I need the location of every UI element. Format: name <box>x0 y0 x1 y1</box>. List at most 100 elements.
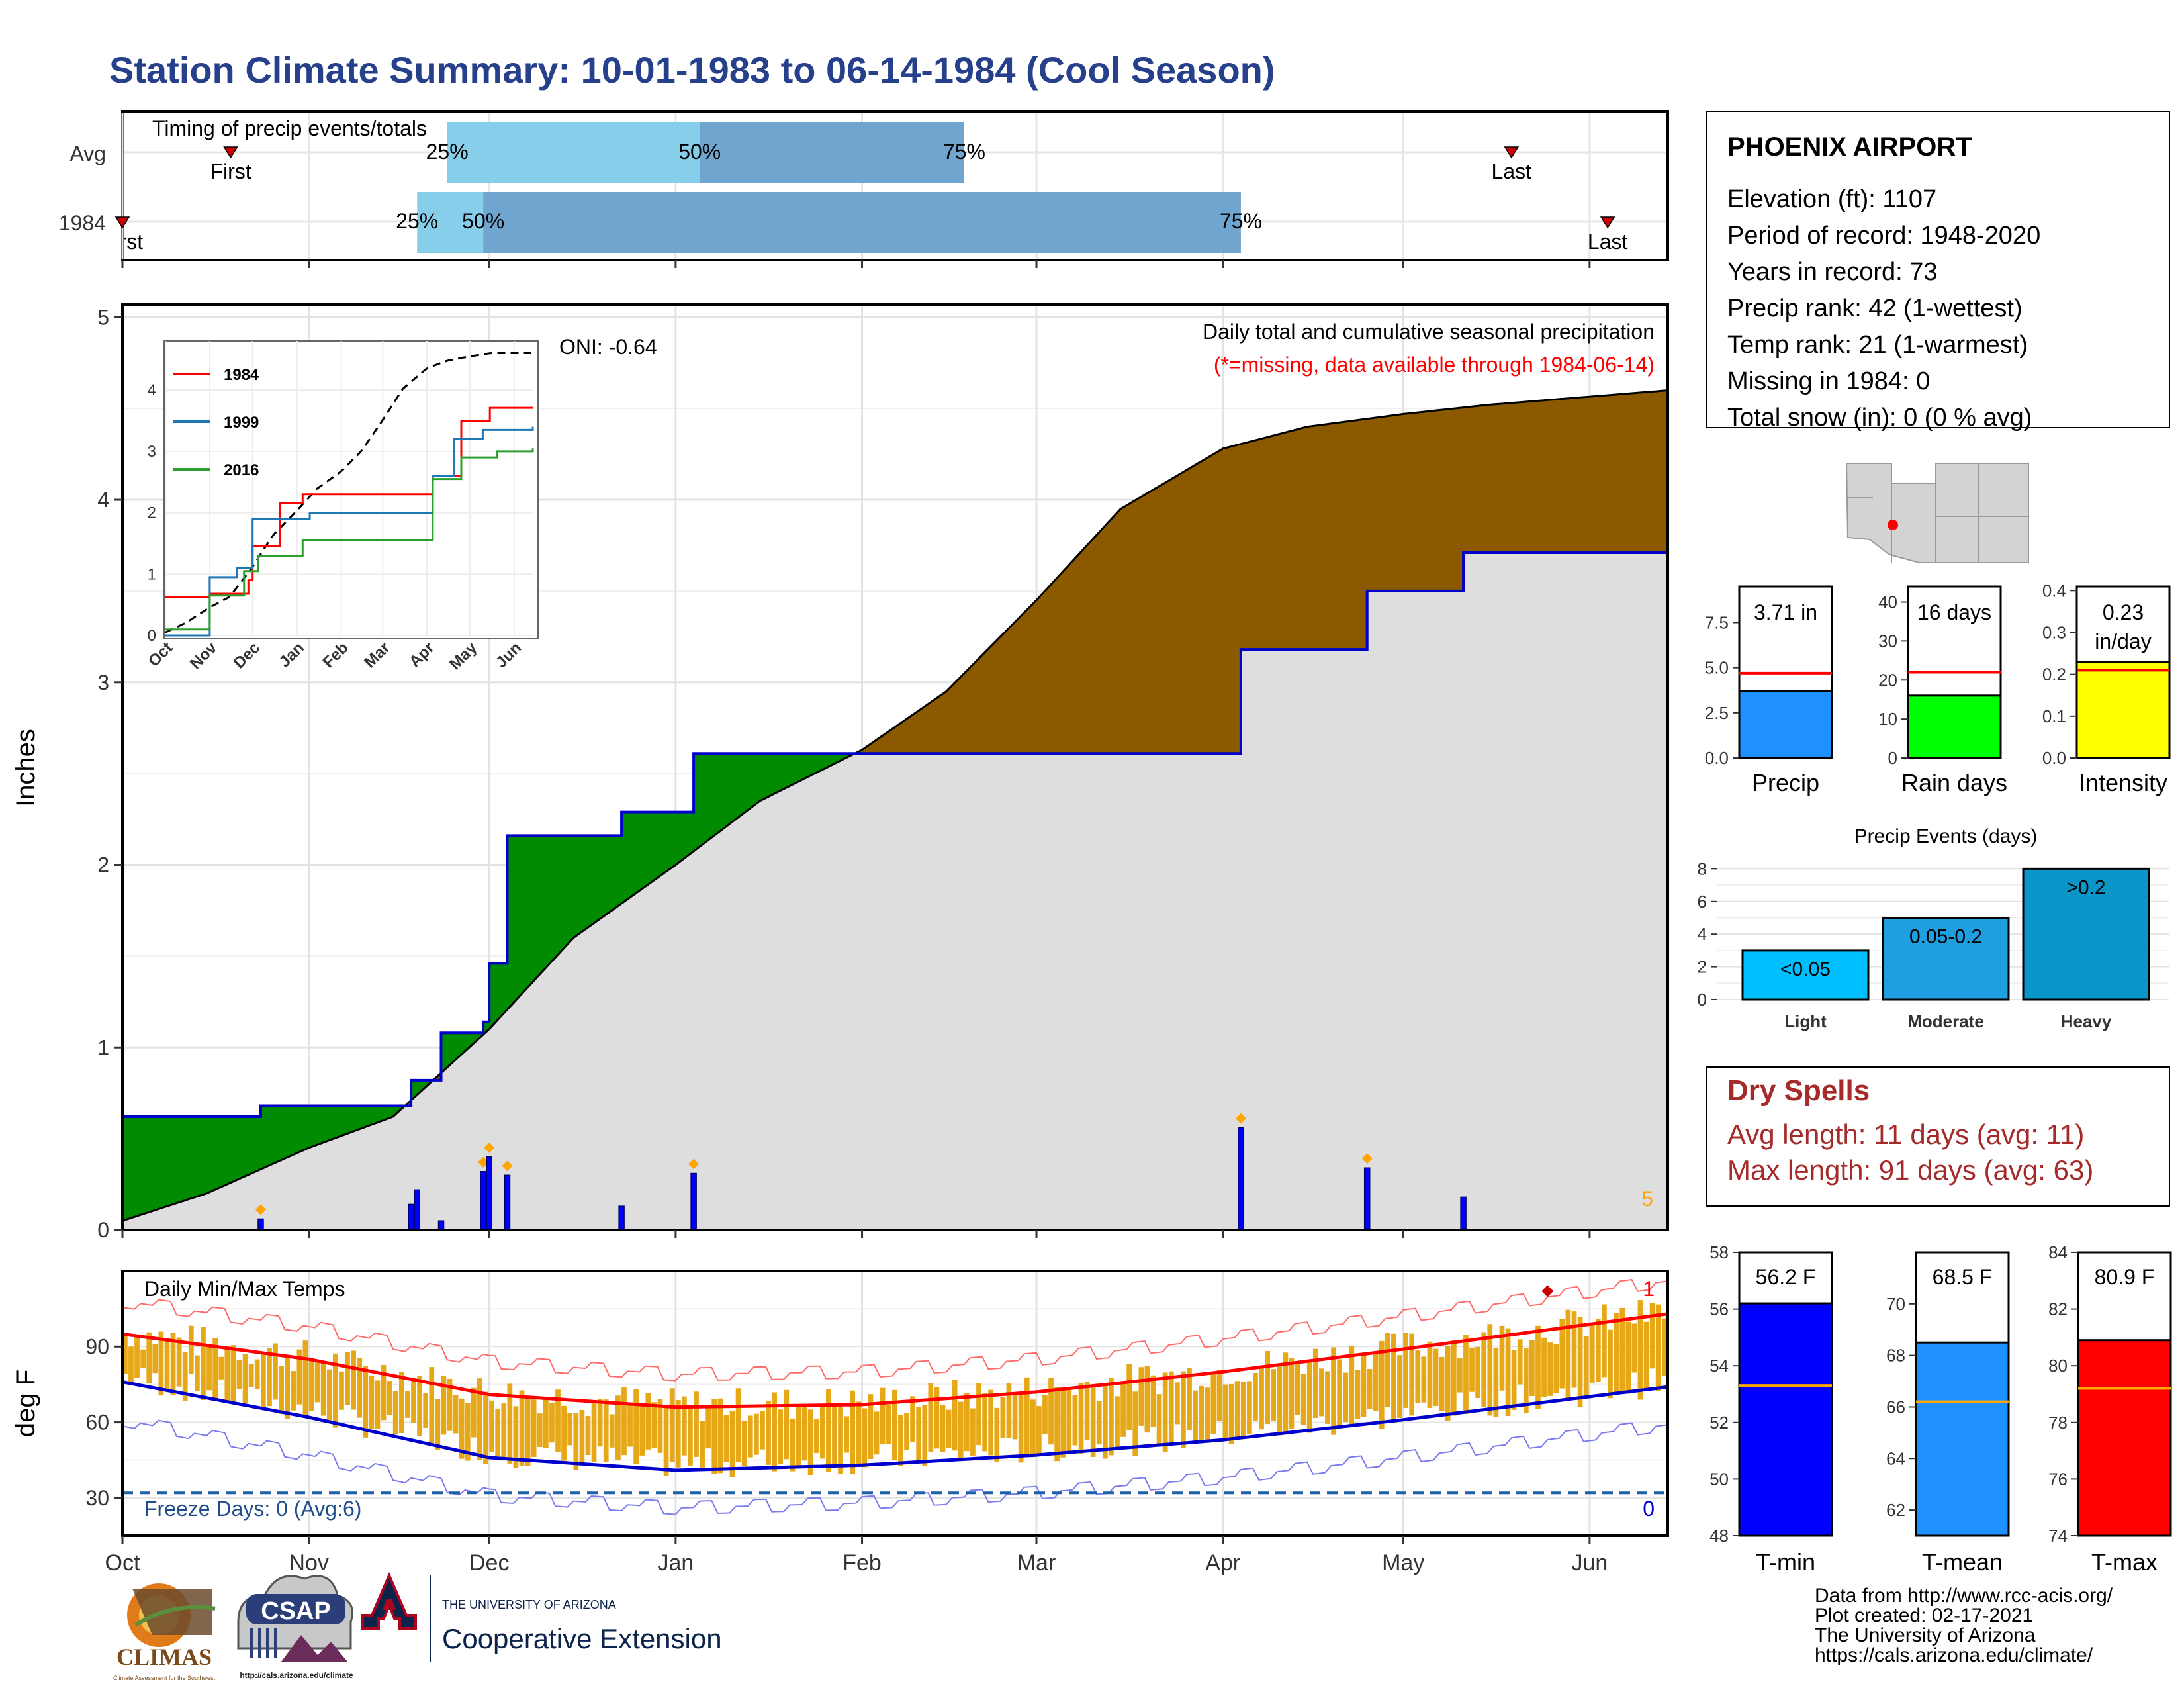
temp-summary-y-tick-label: 82 <box>2048 1299 2068 1319</box>
daily-temp-bar <box>856 1401 862 1466</box>
daily-temp-bar <box>1289 1357 1295 1429</box>
precip-events-chart: Precip Events (days) 0 2 4 6 8 <0.05 Light 0.05… <box>1698 825 2169 1031</box>
daily-precip-bar <box>504 1174 511 1230</box>
daily-temp-bar <box>1042 1395 1048 1434</box>
csap-logo-url: http://cals.arizona.edu/climate <box>240 1671 353 1680</box>
locator-map <box>1843 462 2029 563</box>
daily-temp-bar <box>994 1407 1000 1463</box>
temp-summary-y-tick-label: 62 <box>1886 1500 1905 1520</box>
daily-temp-bar <box>766 1400 771 1465</box>
temperature-summary-bars: 48 50 52 54 56 58 56.2 F T-min 62 64 66 68 70 68.5 F T… <box>1709 1243 2172 1575</box>
daily-temp-bar <box>694 1391 699 1457</box>
daily-precip-bar <box>690 1172 697 1230</box>
university-of-arizona-logo: THE UNIVERSITY OF ARIZONA Cooperative Ex… <box>361 1571 722 1662</box>
daily-temp-bar <box>1150 1375 1156 1428</box>
daily-temp-bar <box>1619 1307 1625 1392</box>
daily-temp-bar <box>1511 1350 1517 1410</box>
daily-temp-bar <box>1541 1337 1547 1397</box>
temp-summary-y-tick-label: 66 <box>1886 1397 1905 1417</box>
daily-temp-bar <box>1643 1321 1649 1390</box>
season-cumulative-line <box>122 551 1668 1118</box>
daily-temp-bar <box>561 1405 567 1461</box>
daily-temp-bar <box>392 1391 398 1434</box>
daily-temp-bar <box>1018 1393 1024 1463</box>
daily-precip-bar <box>257 1218 264 1230</box>
month-label: Apr <box>1205 1550 1240 1575</box>
last-event-label: Last <box>1588 230 1628 254</box>
temp-summary-value-bar <box>2077 1339 2172 1537</box>
station-line: Total snow (in): 0 (0 % avg) <box>1727 404 2032 432</box>
temp-summary-bar-label: T-min <box>1756 1548 1815 1575</box>
daily-temp-bar <box>549 1402 555 1443</box>
daily-temp-bar <box>435 1399 441 1450</box>
daily-temp-bar <box>819 1405 825 1459</box>
daily-temp-bar <box>813 1419 819 1454</box>
precip-event-bin-label: >0.2 <box>2066 876 2105 898</box>
daily-temp-bar <box>591 1401 597 1462</box>
daily-temp-bar <box>916 1407 922 1461</box>
daily-temp-bar <box>910 1396 915 1442</box>
temp-summary-y-tick-label: 64 <box>1886 1448 1905 1468</box>
daily-temp-bar <box>705 1406 711 1449</box>
temp-corner-top: 1 <box>1643 1277 1655 1301</box>
daily-temp-bar <box>164 1338 170 1392</box>
climas-logo-text: CLIMAS <box>116 1644 212 1670</box>
daily-temp-bar <box>669 1388 675 1462</box>
daily-temp-bar <box>1505 1328 1511 1416</box>
timing-p50-label: 50% <box>678 140 721 164</box>
daily-temp-bar <box>465 1403 471 1461</box>
daily-temp-bar <box>573 1413 579 1471</box>
daily-temp-bar <box>940 1405 946 1452</box>
record-high-marker <box>1541 1285 1554 1297</box>
daily-temp-bar <box>958 1401 964 1459</box>
daily-temp-bar <box>332 1353 338 1428</box>
daily-temp-bar <box>1247 1381 1252 1434</box>
daily-temp-bar <box>296 1349 302 1405</box>
daily-temp-bar <box>922 1405 928 1466</box>
month-label: May <box>1382 1550 1424 1575</box>
csap-logo: CSAP http://cals.arizona.edu/climate <box>237 1575 353 1680</box>
daily-temp-bar <box>1120 1383 1126 1437</box>
daily-temp-bar <box>279 1366 284 1414</box>
daily-temp-bar <box>1210 1371 1216 1434</box>
temp-y-tick-label: 30 <box>85 1486 109 1510</box>
heavy-day-marker <box>255 1204 266 1215</box>
daily-temp-bar <box>747 1415 753 1458</box>
daily-temp-bar <box>1325 1371 1330 1424</box>
daily-temp-bar <box>898 1415 903 1466</box>
daily-temp-bar <box>1132 1391 1138 1456</box>
precip-event-bar <box>1882 916 2010 1001</box>
daily-temp-bar <box>934 1387 940 1449</box>
daily-temp-bar <box>1295 1362 1300 1415</box>
daily-temp-bar <box>537 1413 543 1447</box>
summary-value-label: 16 days <box>1917 600 1991 624</box>
daily-temp-bar <box>891 1389 897 1460</box>
daily-temp-bar <box>291 1371 296 1411</box>
events-y-tick-label: 4 <box>1698 924 1707 944</box>
temp-summary-y-tick-label: 52 <box>1709 1413 1729 1432</box>
daily-temp-bar <box>700 1421 705 1468</box>
daily-temp-bar <box>1078 1383 1084 1454</box>
daily-temp-bar <box>1421 1356 1427 1403</box>
daily-temp-bar <box>1529 1340 1535 1396</box>
daily-temp-bar <box>555 1389 561 1452</box>
daily-temp-bar <box>405 1391 410 1418</box>
daily-precip-bar <box>437 1220 445 1230</box>
daily-temp-bar <box>1481 1332 1487 1407</box>
daily-temp-bar <box>320 1361 326 1416</box>
credit-line: https://cals.arizona.edu/climate/ <box>1815 1644 2093 1666</box>
daily-temp-bar <box>1547 1342 1553 1396</box>
daily-temp-bar <box>681 1396 687 1456</box>
daily-temp-bar <box>1253 1373 1258 1421</box>
daily-temp-bar <box>1457 1357 1463 1393</box>
temp-summary-value-label: 56.2 F <box>1756 1265 1816 1289</box>
daily-temp-bar <box>970 1408 976 1456</box>
daily-temp-bar <box>579 1409 585 1464</box>
daily-temp-bar <box>1559 1319 1565 1389</box>
precip-events-title: Precip Events (days) <box>1854 825 2038 847</box>
month-label: Jan <box>657 1550 694 1575</box>
summary-y-tick-label: 0.4 <box>2042 581 2066 600</box>
summary-y-tick-label: 0.1 <box>2042 706 2066 726</box>
inset-series-line <box>165 426 534 637</box>
